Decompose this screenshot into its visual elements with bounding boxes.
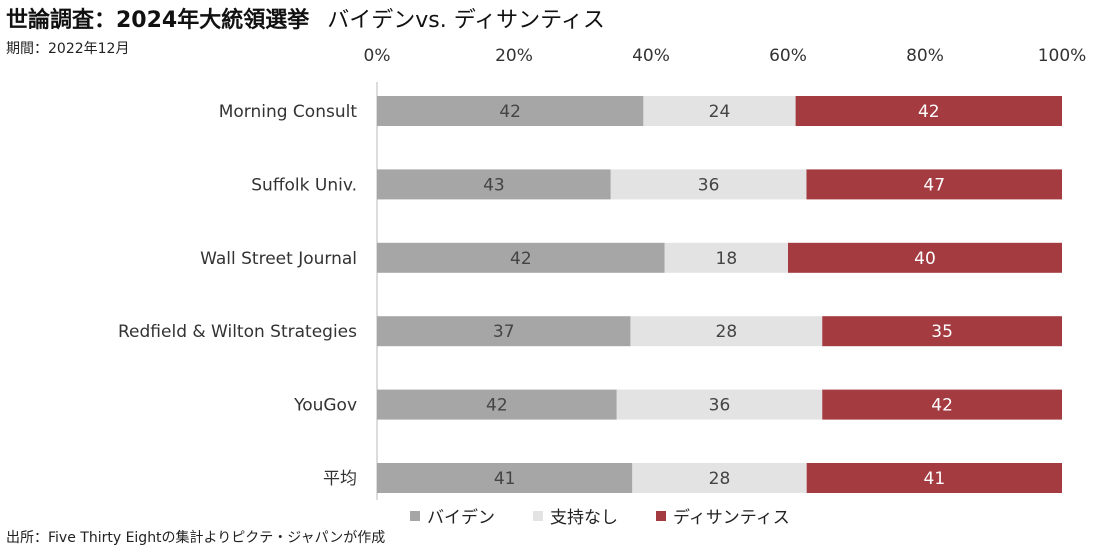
bar-segment-desantis xyxy=(806,463,1062,493)
data-label-none: 28 xyxy=(716,322,738,342)
legend: バイデン 支持なし ディサンティス xyxy=(410,503,790,528)
bar-segment-biden xyxy=(377,96,644,126)
data-label-desantis: 41 xyxy=(924,469,946,489)
legend-swatch-desantis xyxy=(656,510,666,521)
legend-swatch-biden xyxy=(410,510,420,521)
bar-segment-none xyxy=(632,463,807,493)
data-label-none: 36 xyxy=(709,396,731,416)
period-note: 期間：2022年12月 xyxy=(6,41,130,57)
bar-segment-biden xyxy=(377,316,631,347)
legend-swatch-none xyxy=(533,510,543,521)
legend-label-biden: バイデン xyxy=(427,508,495,528)
bar-segment-biden xyxy=(377,242,665,273)
bar-segment-desantis xyxy=(788,242,1062,273)
data-label-biden: 42 xyxy=(499,102,521,122)
bar-segment-desantis xyxy=(795,96,1062,126)
bar-segment-desantis xyxy=(822,389,1062,420)
category-label: Wall Street Journal xyxy=(200,249,357,269)
data-label-biden: 41 xyxy=(494,469,516,489)
bar-segment-biden xyxy=(377,463,633,493)
data-label-none: 24 xyxy=(709,102,731,122)
bar-segment-biden xyxy=(377,169,611,200)
bar-segment-none xyxy=(610,169,807,200)
bar-segment-desantis xyxy=(822,316,1062,347)
legend-item-biden: バイデン xyxy=(410,503,495,528)
bar-segment-desantis xyxy=(806,169,1062,200)
data-label-none: 18 xyxy=(716,249,738,269)
legend-label-none: 支持なし xyxy=(550,508,618,528)
category-label: YouGov xyxy=(293,396,357,416)
data-label-desantis: 42 xyxy=(918,102,940,122)
bar-segment-biden xyxy=(377,389,617,420)
bar-segment-none xyxy=(643,96,796,126)
category-label: 平均 xyxy=(323,469,357,489)
x-tick-label: 100% xyxy=(1038,46,1087,66)
bar-segment-none xyxy=(630,316,823,347)
x-tick-label: 60% xyxy=(769,46,807,66)
x-tick-label: 40% xyxy=(632,46,670,66)
data-label-desantis: 47 xyxy=(923,175,945,195)
x-tick-label: 80% xyxy=(906,46,944,66)
source-note: 出所：Five Thirty Eightの集計よりピクテ・ジャパンが作成 xyxy=(6,530,386,546)
bar-segment-none xyxy=(616,389,823,420)
bar-segment-none xyxy=(664,242,788,273)
data-label-desantis: 40 xyxy=(914,249,936,269)
chart-title: 世論調査：2024年大統領選挙 バイデンvs. ディサンティス xyxy=(6,2,605,34)
category-label: Redfield & Wilton Strategies xyxy=(118,322,357,342)
data-label-biden: 42 xyxy=(486,396,508,416)
data-label-none: 36 xyxy=(698,175,720,195)
legend-item-none: 支持なし xyxy=(533,503,618,528)
legend-label-desantis: ディサンティス xyxy=(673,508,790,528)
data-label-biden: 43 xyxy=(483,175,505,195)
x-tick-label: 0% xyxy=(364,46,391,66)
x-tick-label: 20% xyxy=(495,46,533,66)
stacked-bar-chart: 0% 20% 40% 60% 80% 100% Morning Consult 42 24 42 S… xyxy=(118,46,1087,500)
title-subtitle: バイデンvs. ディサンティス xyxy=(327,8,605,33)
category-label: Suffolk Univ. xyxy=(251,175,357,195)
title-main: 世論調査：2024年大統領選挙 xyxy=(6,8,310,33)
data-label-desantis: 42 xyxy=(931,396,953,416)
data-label-biden: 42 xyxy=(510,249,532,269)
data-label-none: 28 xyxy=(709,469,731,489)
category-label: Morning Consult xyxy=(219,102,358,122)
data-label-desantis: 35 xyxy=(931,322,953,342)
legend-item-desantis: ディサンティス xyxy=(656,503,790,528)
data-label-biden: 37 xyxy=(493,322,515,342)
